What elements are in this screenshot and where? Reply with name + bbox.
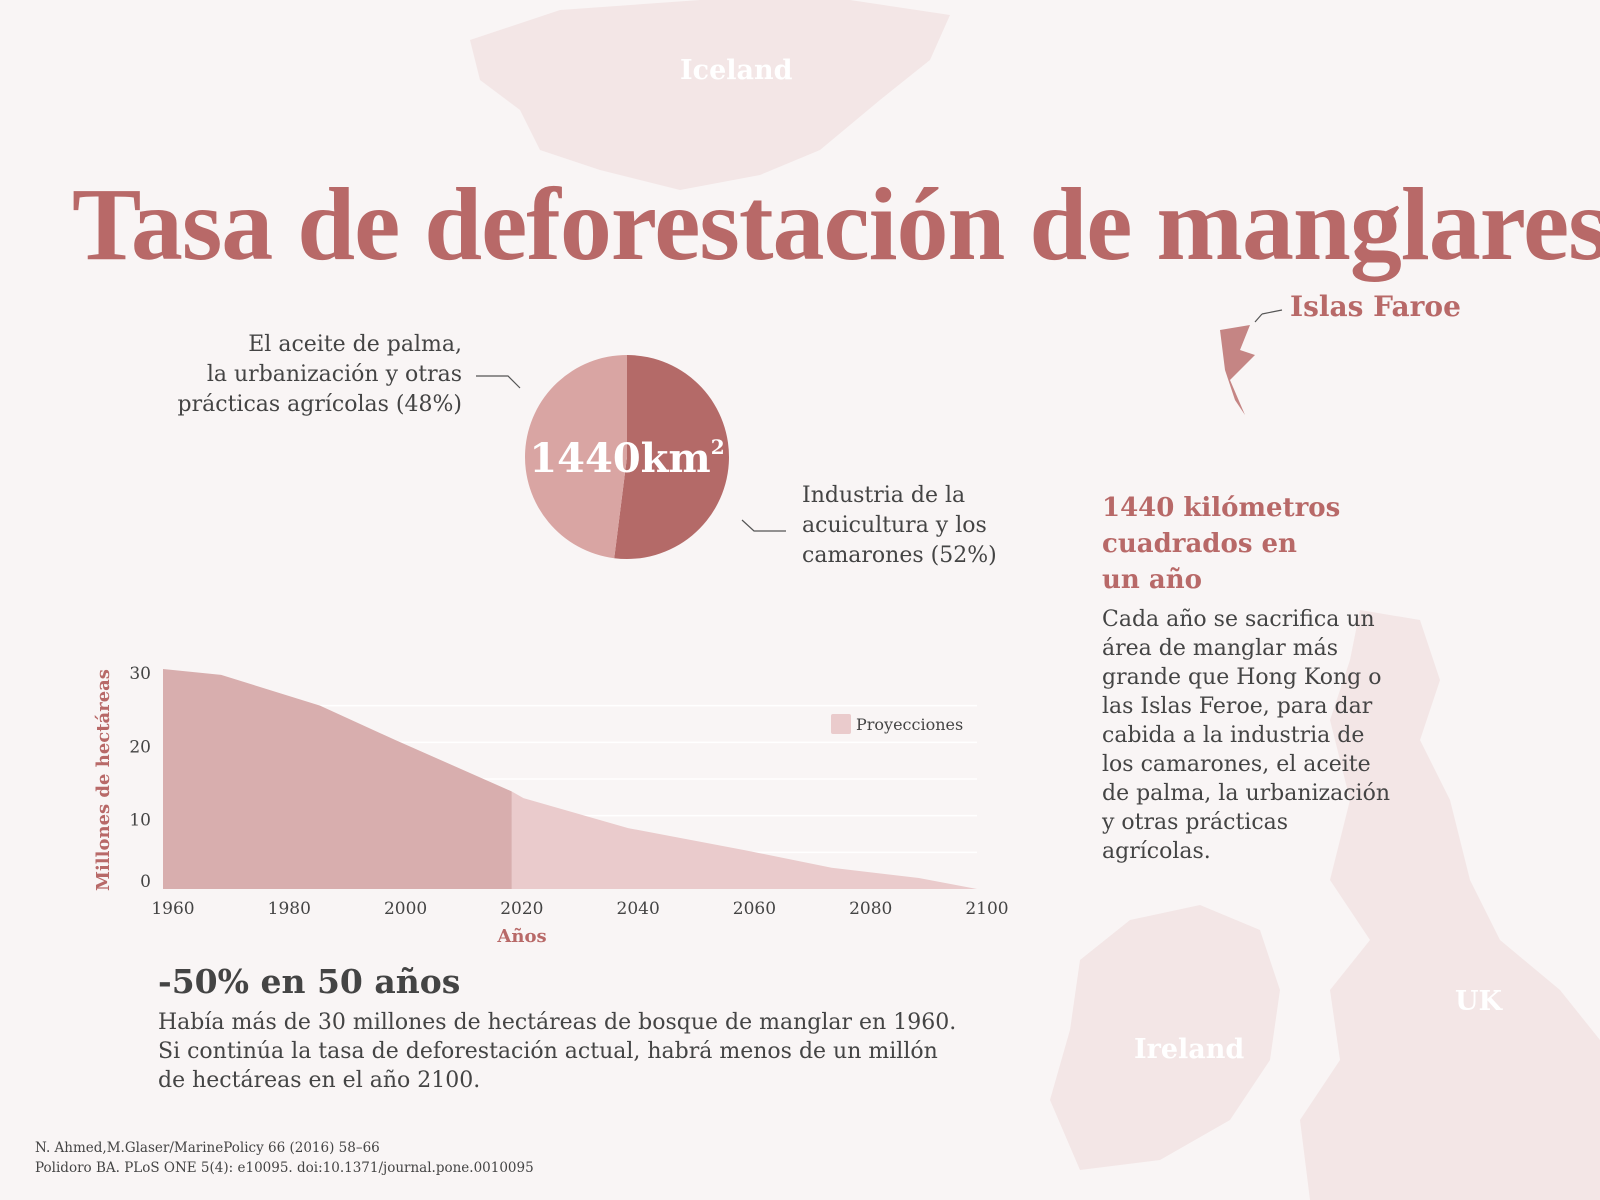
pie-slice-palm-oil bbox=[524, 355, 627, 559]
x-tick-label: 2080 bbox=[849, 899, 892, 919]
map-label-faroe: Islas Faroe bbox=[1290, 290, 1461, 323]
x-axis-label: Años bbox=[496, 926, 546, 947]
decline-heading: -50% en 50 años bbox=[158, 962, 461, 1001]
legend-label-projections: Proyecciones bbox=[856, 715, 963, 734]
y-tick-label: 0 bbox=[140, 872, 151, 892]
legend-swatch-projections bbox=[831, 714, 851, 734]
map-label-ireland: Ireland bbox=[1134, 1034, 1245, 1065]
summary-heading: 1440 kilómetros cuadrados en un año bbox=[1102, 493, 1341, 595]
y-tick-label: 30 bbox=[129, 664, 151, 684]
x-tick-label: 2000 bbox=[384, 899, 427, 919]
sources: N. Ahmed,M.Glaser/MarinePolicy 66 (2016)… bbox=[35, 1138, 534, 1178]
pie-label-palm: El aceite de palma, la urbanización y otr… bbox=[177, 332, 462, 417]
leader-line-palm bbox=[476, 375, 521, 389]
uk-shape bbox=[1300, 610, 1600, 1200]
x-tick-label: 1960 bbox=[151, 899, 194, 919]
source-2: Polidoro BA. PLoS ONE 5(4): e10095. doi:… bbox=[35, 1160, 534, 1176]
area-series-histórico bbox=[163, 669, 512, 889]
map-label-uk: UK bbox=[1455, 986, 1503, 1017]
x-tick-label: 2020 bbox=[500, 899, 543, 919]
iceland-shape bbox=[470, 0, 950, 190]
decline-body: Había más de 30 millones de hectáreas de… bbox=[158, 1010, 957, 1093]
summary-body: Cada año se sacrifica un área de manglar… bbox=[1102, 607, 1391, 864]
y-tick-label: 20 bbox=[129, 737, 151, 757]
ireland-shape bbox=[1050, 905, 1280, 1170]
page-title: Tasa de deforestación de manglares bbox=[72, 167, 1600, 282]
pie-center-value: 1440km2 bbox=[529, 435, 724, 482]
map-label-iceland: Iceland bbox=[680, 55, 793, 86]
x-tick-label: 1980 bbox=[268, 899, 311, 919]
y-axis-label: Millones de hectáreas bbox=[93, 669, 114, 891]
faroe-islands-shape bbox=[1220, 325, 1255, 415]
x-tick-label: 2040 bbox=[617, 899, 660, 919]
x-tick-label: 2060 bbox=[733, 899, 776, 919]
source-1: N. Ahmed,M.Glaser/MarinePolicy 66 (2016)… bbox=[35, 1140, 380, 1156]
pie-slice-aquaculture bbox=[614, 355, 729, 559]
pie-label-aquaculture: Industria de la acuicultura y los camarone… bbox=[802, 483, 997, 568]
y-tick-label: 10 bbox=[129, 811, 151, 831]
leader-line-aquaculture bbox=[741, 519, 786, 532]
x-tick-label: 2100 bbox=[965, 899, 1008, 919]
area-series-proyecciones bbox=[511, 791, 977, 889]
